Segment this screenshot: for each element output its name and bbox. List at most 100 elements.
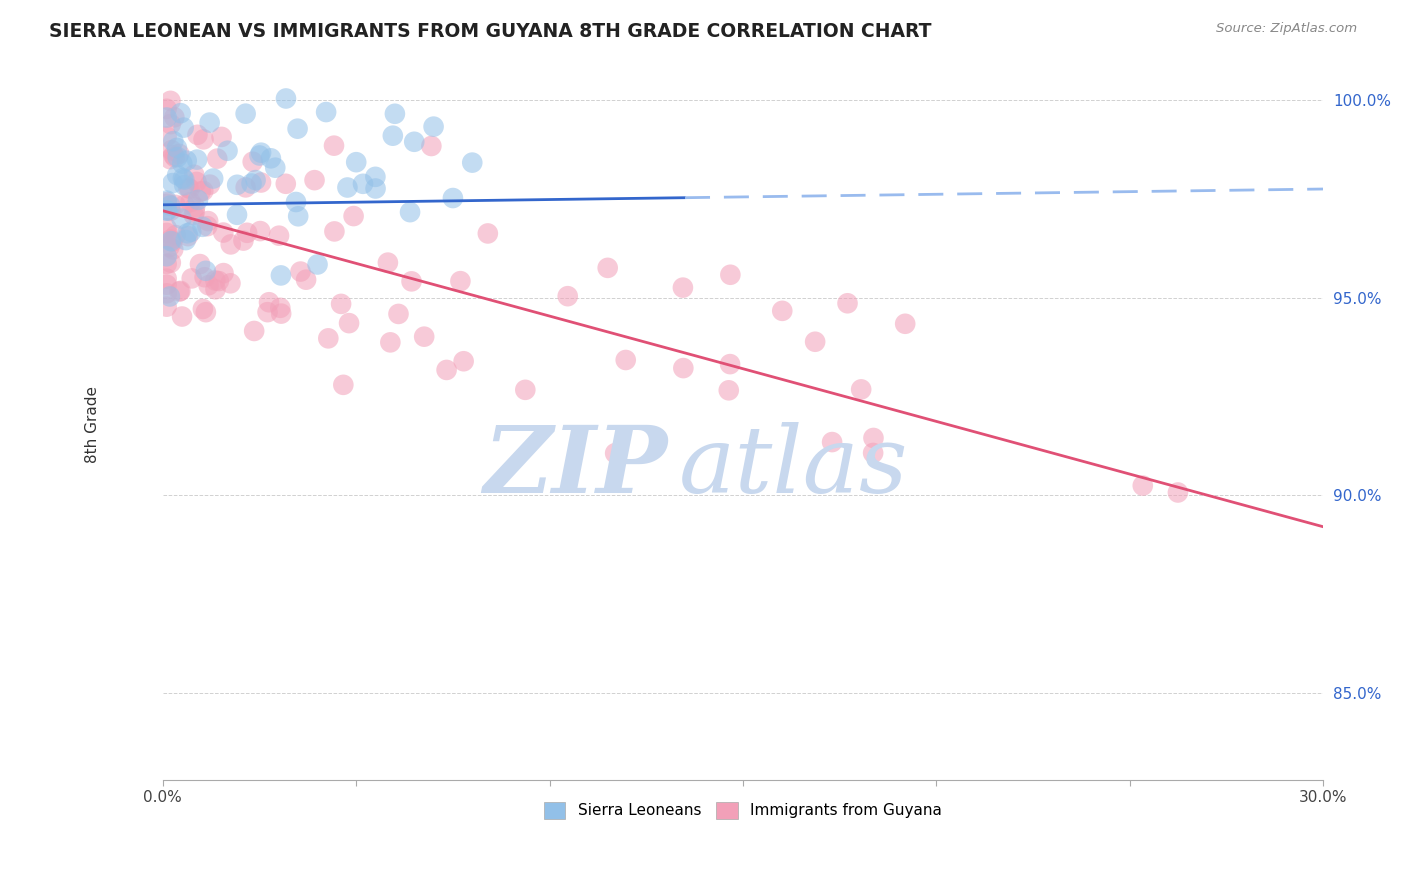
Point: [162, 134, 184, 148]
Point: [204, 282, 226, 296]
Point: [173, 198, 195, 212]
Point: [188, 257, 211, 271]
Point: [179, 182, 201, 196]
Point: [180, 271, 202, 285]
Point: [226, 178, 249, 192]
Point: [184, 205, 207, 219]
Point: [287, 209, 309, 223]
Point: [156, 277, 179, 292]
Point: [380, 335, 402, 350]
Point: [441, 191, 464, 205]
Point: [264, 161, 287, 175]
Legend: Sierra Leoneans, Immigrants from Guyana: Sierra Leoneans, Immigrants from Guyana: [538, 796, 948, 825]
Point: [159, 240, 181, 254]
Point: [315, 105, 337, 120]
Point: [191, 301, 214, 316]
Point: [166, 141, 188, 155]
Point: [156, 102, 179, 116]
Point: [453, 354, 475, 368]
Point: [160, 143, 183, 157]
Text: atlas: atlas: [679, 422, 908, 512]
Point: [176, 153, 198, 168]
Point: [352, 177, 374, 191]
Point: [717, 384, 740, 398]
Point: [477, 227, 499, 241]
Point: [413, 329, 436, 343]
Point: [183, 168, 205, 182]
Point: [190, 185, 212, 199]
Point: [337, 316, 360, 330]
Point: [170, 310, 193, 324]
Point: [862, 431, 884, 445]
Point: [166, 168, 188, 182]
Point: [166, 150, 188, 164]
Point: [186, 153, 208, 167]
Point: [174, 233, 197, 247]
Point: [240, 177, 263, 191]
Point: [159, 199, 181, 213]
Point: [287, 121, 309, 136]
Point: [172, 171, 194, 186]
Point: [250, 176, 273, 190]
Point: [194, 305, 217, 319]
Point: [217, 144, 239, 158]
Point: [193, 132, 215, 146]
Point: [274, 177, 297, 191]
Point: [162, 148, 184, 162]
Point: [557, 289, 579, 303]
Point: [211, 129, 233, 144]
Point: [195, 219, 218, 234]
Point: [304, 173, 326, 187]
Point: [197, 214, 219, 228]
Point: [332, 377, 354, 392]
Point: [420, 139, 443, 153]
Point: [236, 226, 259, 240]
Point: [162, 176, 184, 190]
Point: [162, 243, 184, 257]
Point: [172, 156, 194, 170]
Point: [177, 229, 200, 244]
Point: [336, 180, 359, 194]
Point: [212, 266, 235, 280]
Point: [770, 303, 793, 318]
Point: [169, 106, 191, 120]
Point: [270, 307, 292, 321]
Point: [167, 146, 190, 161]
Point: [401, 274, 423, 288]
Point: [821, 435, 844, 450]
Point: [295, 273, 318, 287]
Point: [184, 200, 207, 214]
Point: [156, 249, 179, 263]
Point: [232, 234, 254, 248]
Point: [285, 194, 308, 209]
Point: [180, 195, 202, 210]
Point: [197, 278, 219, 293]
Point: [173, 178, 195, 193]
Point: [242, 154, 264, 169]
Point: [159, 255, 181, 269]
Point: [267, 228, 290, 243]
Point: [344, 155, 367, 169]
Point: [176, 227, 198, 241]
Point: [243, 324, 266, 338]
Point: [156, 194, 179, 208]
Point: [614, 353, 637, 368]
Point: [399, 205, 422, 219]
Point: [364, 169, 387, 184]
Point: [1167, 485, 1189, 500]
Point: [194, 270, 217, 285]
Point: [191, 219, 214, 234]
Point: [377, 255, 399, 269]
Point: [156, 195, 179, 210]
Point: [156, 203, 179, 218]
Point: [862, 446, 884, 460]
Point: [837, 296, 859, 310]
Point: [381, 128, 404, 143]
Point: [156, 221, 179, 235]
Point: [387, 307, 409, 321]
Point: [249, 224, 271, 238]
Point: [165, 228, 187, 243]
Point: [173, 172, 195, 186]
Point: [318, 331, 340, 345]
Point: [156, 286, 179, 301]
